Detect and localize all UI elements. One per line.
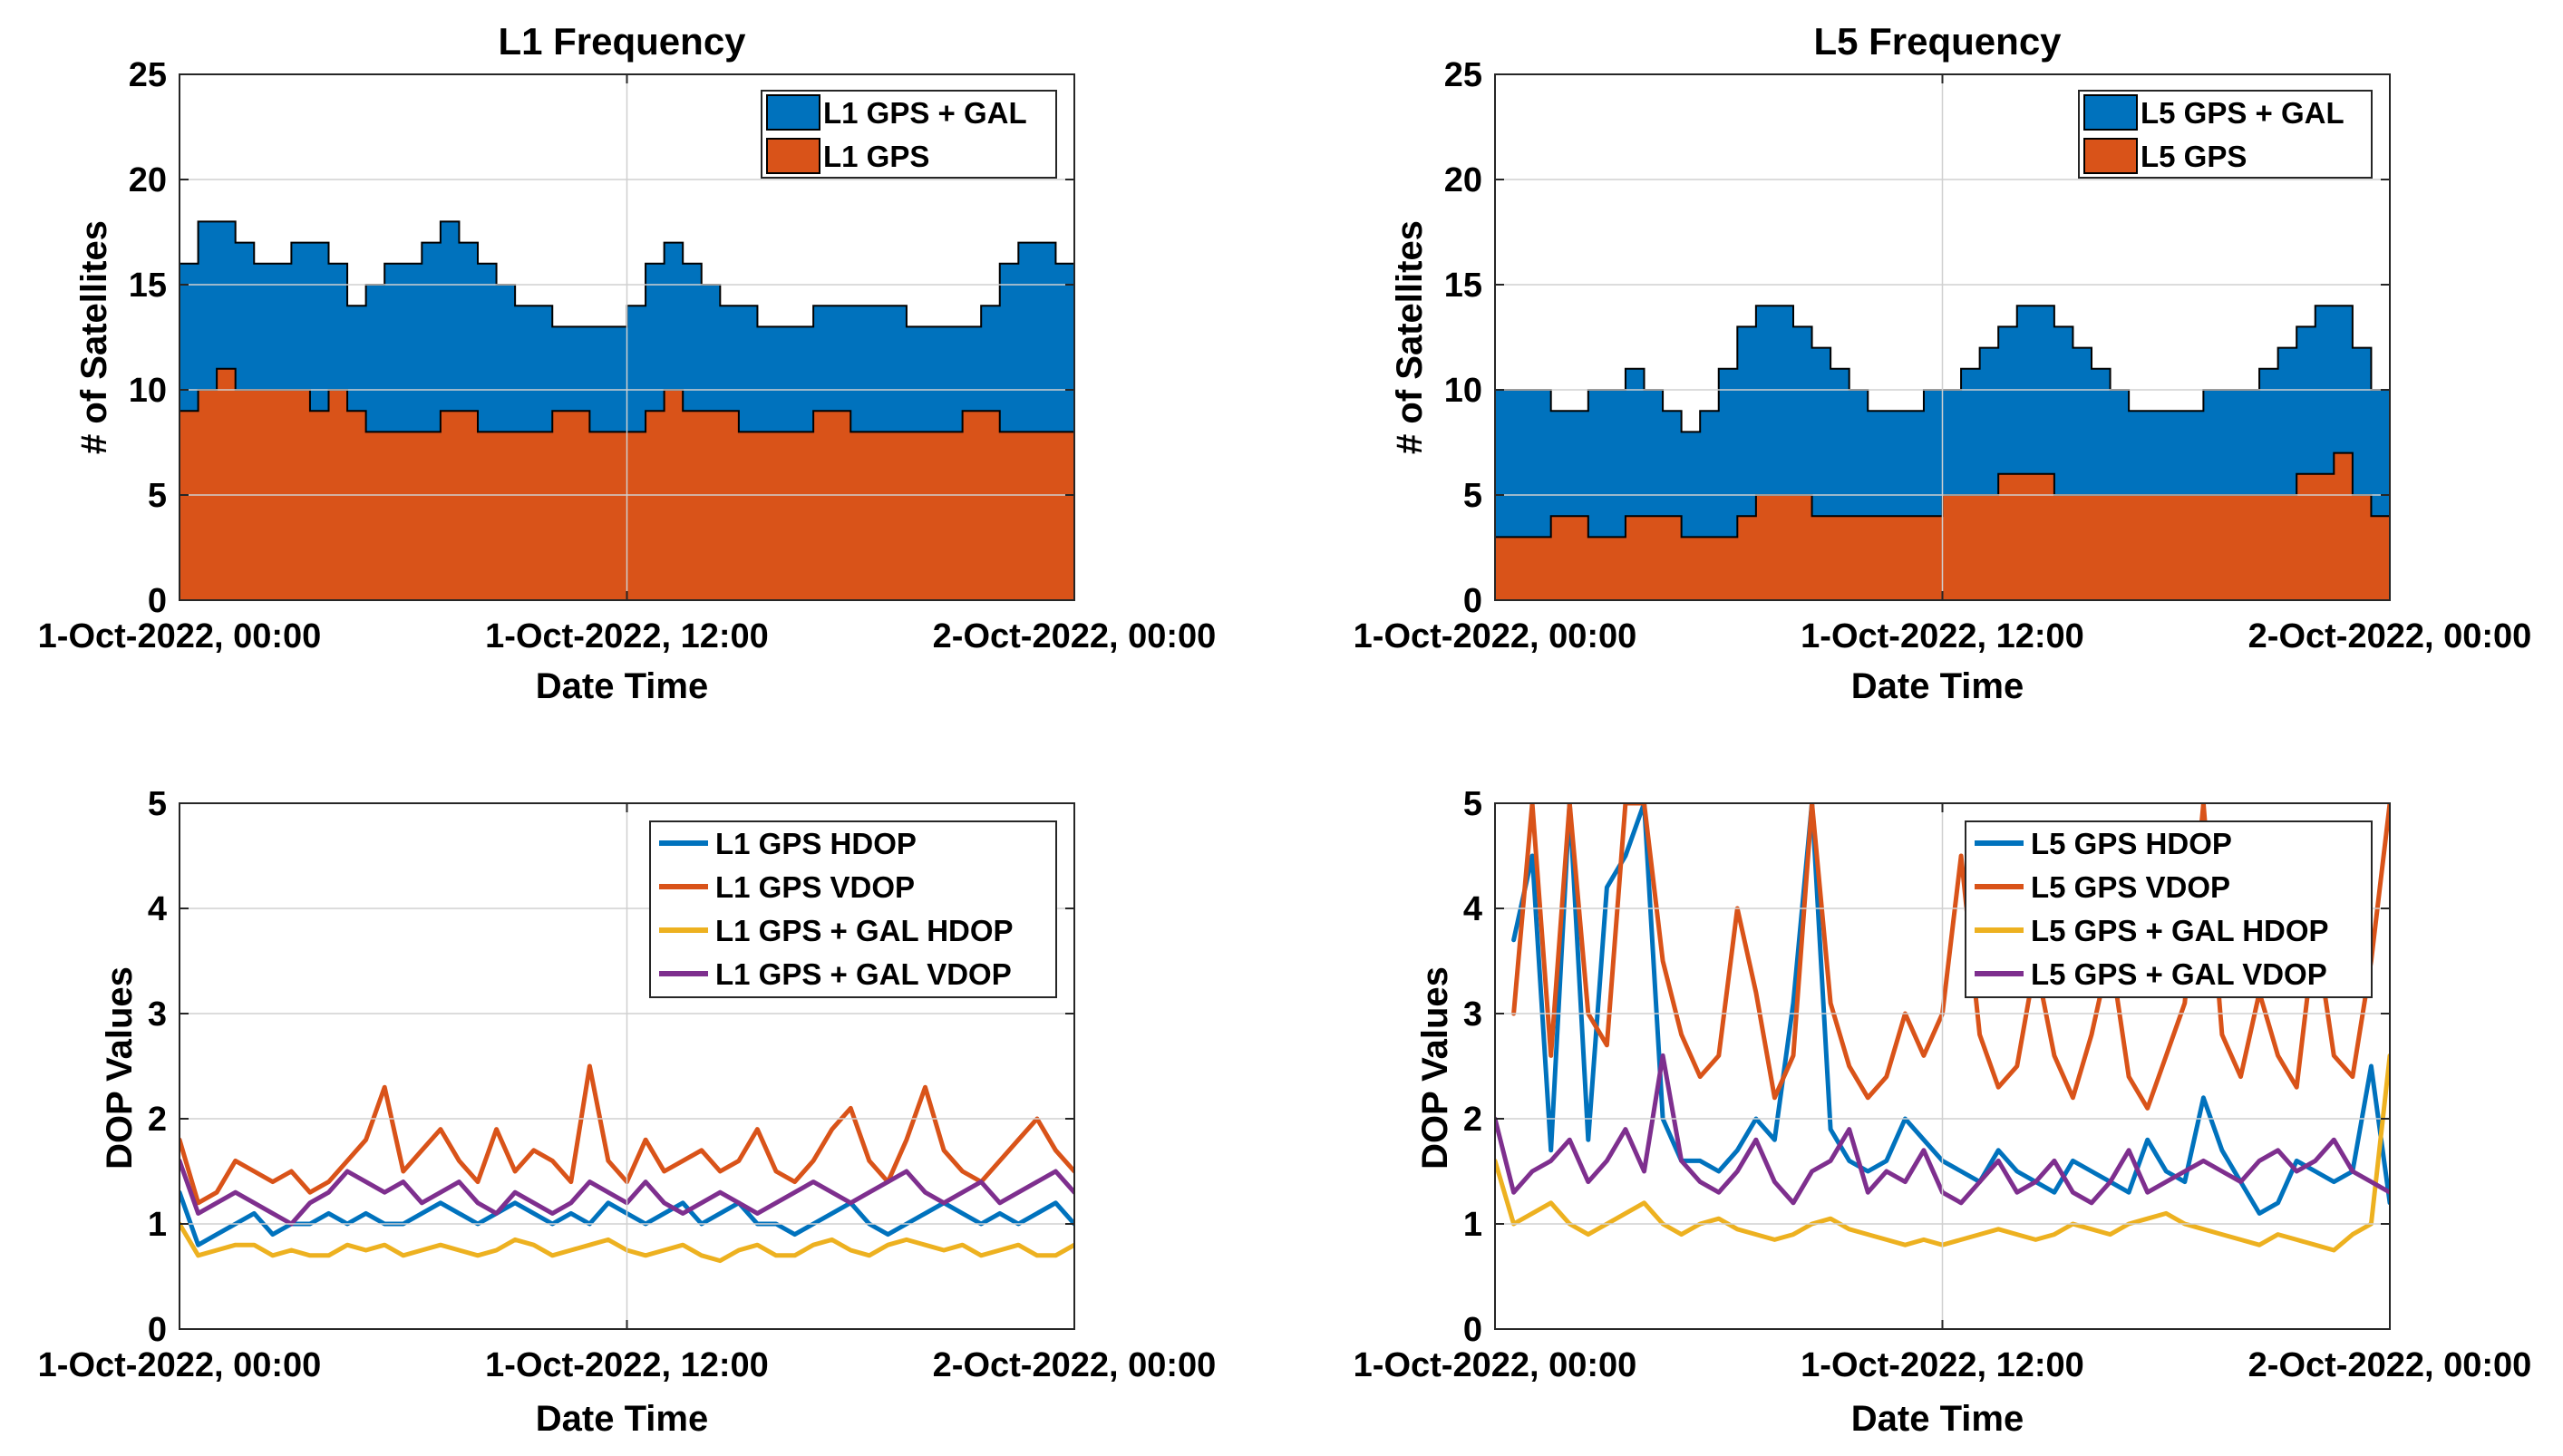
y-tick-label: 5 (148, 477, 167, 515)
legend-label: L5 GPS + GAL HDOP (2031, 914, 2329, 947)
y-tick-label: 0 (1463, 582, 1482, 620)
legend-box (649, 820, 1057, 998)
y-tick-label: 20 (129, 161, 167, 199)
legend-label: L5 GPS + GAL VDOP (2031, 957, 2327, 991)
x-tick-label: 1-Oct-2022, 12:00 (1801, 617, 2084, 655)
y-tick-label: 10 (1444, 372, 1482, 410)
xlabel-l5: Date Time (1851, 666, 2024, 706)
legend-label: L5 GPS + GAL (2141, 96, 2345, 130)
panel-l1-dop: 0 1 2 3 4 5 1-Oct-2022, 00:00 1-Oct-2022, 12:00… (38, 785, 1217, 1384)
x-tick-label: 2-Oct-2022, 00:00 (2248, 617, 2532, 655)
legend: L1 GPS HDOP L1 GPS VDOP L1 GPS + GAL HDOP L… (649, 820, 1057, 998)
y-tick-label: 0 (148, 582, 167, 620)
legend-label: L1 GPS HDOP (715, 827, 917, 860)
y-tick-label: 4 (148, 890, 167, 928)
y-tick-label: 0 (1463, 1311, 1482, 1349)
legend-box (1965, 820, 2373, 998)
legend: L1 GPS + GAL L1 GPS (761, 90, 1057, 179)
y-tick-label: 25 (1444, 56, 1482, 94)
xlabel-l5-dop: Date Time (1851, 1399, 2024, 1439)
legend-label: L5 GPS (2141, 140, 2247, 173)
y-tick-label: 3 (1463, 995, 1482, 1034)
y-tick-label: 1 (148, 1206, 167, 1244)
x-tick-label: 1-Oct-2022, 00:00 (38, 617, 322, 655)
legend-label: L1 GPS + GAL HDOP (715, 914, 1014, 947)
y-tick-label: 5 (1463, 785, 1482, 823)
legend-swatch (766, 138, 820, 174)
x-tick-label: 2-Oct-2022, 00:00 (933, 617, 1217, 655)
legend-label: L1 GPS VDOP (715, 870, 915, 904)
panel-l5-dop: 0 1 2 3 4 5 1-Oct-2022, 00:00 1-Oct-2022, 12:00… (1354, 785, 2532, 1384)
legend-swatch (2083, 94, 2138, 131)
x-tick-label: 1-Oct-2022, 00:00 (1354, 617, 1637, 655)
series-line-l5-gps-vdop (1511, 803, 2390, 1111)
y-tick-label: 15 (129, 267, 167, 305)
y-tick-label: 4 (1463, 890, 1482, 928)
y-tick-label: 5 (1463, 477, 1482, 515)
x-tick-label: 2-Oct-2022, 00:00 (933, 1346, 1217, 1384)
panel-l1-satellites: 0 5 10 15 20 25 1-Oct-2022, 00:00 1-Oct-2022, 1… (38, 56, 1217, 655)
chart-title-l5: L5 Frequency (1813, 20, 2062, 63)
x-tick-label: 1-Oct-2022, 12:00 (485, 617, 769, 655)
y-tick-label: 2 (148, 1101, 167, 1139)
x-tick-label: 1-Oct-2022, 12:00 (485, 1346, 769, 1384)
x-tick-label: 1-Oct-2022, 12:00 (1801, 1346, 2084, 1384)
y-tick-label: 2 (1463, 1101, 1482, 1139)
legend-swatch (2083, 138, 2138, 174)
y-tick-label: 0 (148, 1311, 167, 1349)
x-tick-label: 2-Oct-2022, 00:00 (2248, 1346, 2532, 1384)
y-tick-label: 20 (1444, 161, 1482, 199)
xlabel-l1-dop: Date Time (536, 1399, 708, 1439)
y-tick-label: 15 (1444, 267, 1482, 305)
y-tick-label: 1 (1463, 1206, 1482, 1244)
legend-label: L1 GPS + GAL VDOP (715, 957, 1012, 991)
ylabel-l1-dop: DOP Values (100, 966, 140, 1170)
ylabel-l5-dop: DOP Values (1415, 966, 1455, 1170)
legend: L5 GPS HDOP L5 GPS VDOP L5 GPS + GAL HDOP L… (1965, 820, 2373, 998)
legend-swatch (766, 94, 820, 131)
legend: L5 GPS + GAL L5 GPS (2078, 90, 2373, 179)
ylabel-l1: # of Satellites (74, 220, 114, 454)
y-tick-label: 10 (129, 372, 167, 410)
legend-label: L5 GPS VDOP (2031, 870, 2230, 904)
legend-label: L1 GPS + GAL (823, 96, 1027, 130)
y-tick-label: 25 (129, 56, 167, 94)
ylabel-l5: # of Satellites (1390, 220, 1430, 454)
x-tick-label: 1-Oct-2022, 00:00 (1354, 1346, 1637, 1384)
chart-title-l1: L1 Frequency (498, 20, 746, 63)
legend-label: L5 GPS HDOP (2031, 827, 2232, 860)
y-tick-label: 3 (148, 995, 167, 1034)
y-tick-label: 5 (148, 785, 167, 823)
xlabel-l1: Date Time (536, 666, 708, 706)
x-tick-label: 1-Oct-2022, 00:00 (38, 1346, 322, 1384)
panel-l5-satellites: 0 5 10 15 20 25 1-Oct-2022, 00:00 1-Oct-2022, 1… (1354, 56, 2532, 655)
legend-label: L1 GPS (823, 140, 929, 173)
